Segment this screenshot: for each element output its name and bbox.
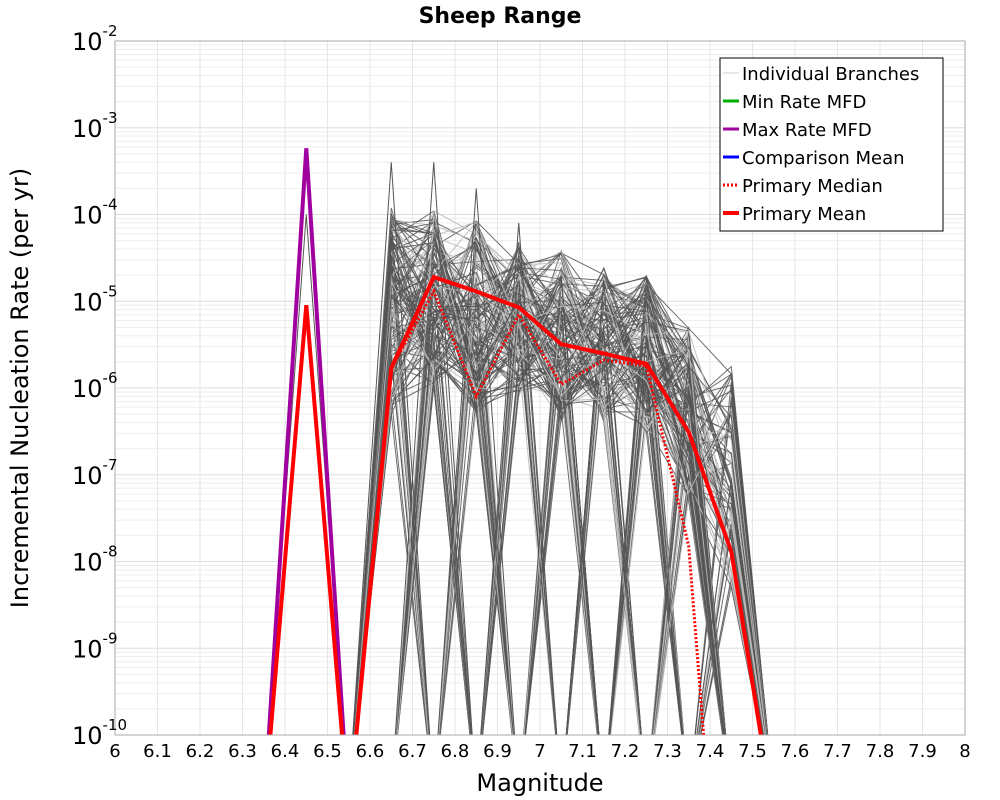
branch-line [396,299,768,735]
x-tick-label: 7.5 [738,741,767,762]
y-tick-label: 10-2 [72,22,118,56]
y-tick-label: 10-10 [72,716,127,750]
legend-label: Min Rate MFD [742,92,866,113]
legend-item: Primary Mean [723,204,866,225]
branch-line [352,222,725,735]
plot-frame [114,40,966,736]
individual-branches [267,162,769,735]
x-tick-label: 6.9 [483,741,512,762]
y-tick-label: 10-5 [72,282,118,316]
legend-item: Individual Branches [723,64,919,85]
legend-item: Min Rate MFD [723,92,866,113]
chart-title: Sheep Range [419,4,582,29]
y-tick-label: 10-6 [72,369,118,403]
series-max-rate-mfd [266,148,346,735]
branch-line [354,264,768,735]
branch-line [352,214,727,735]
legend-label: Individual Branches [742,64,919,85]
y-tick-label: 10-3 [72,109,118,143]
x-tick-label: 7.6 [781,741,810,762]
branch-line [352,236,726,735]
branch-line [352,246,768,735]
branch-line [437,188,516,735]
legend-label: Primary Median [742,176,883,197]
branch-line [353,261,684,735]
x-tick-label: 6.5 [313,741,342,762]
branch-line [354,236,766,735]
x-tick-label: 7.2 [611,741,640,762]
branch-line [352,218,769,735]
branch-line [352,227,763,735]
branch-line [352,230,726,735]
y-tick-label: 10-4 [72,196,118,230]
legend-item: Comparison Mean [723,148,905,169]
x-tick-label: 7.9 [908,741,937,762]
branch-line [395,236,726,735]
legend: Individual Branches Min Rate MFD Max Rate … [719,57,944,232]
x-tick-label: 6.3 [228,741,257,762]
branch-line [352,242,724,735]
x-tick-label: 6.8 [441,741,470,762]
x-tick-label: 7.1 [568,741,597,762]
branch-line [352,222,767,735]
series-layer [266,148,763,735]
branch-line [353,273,725,735]
series-primary-mean [268,274,763,735]
branch-line [354,221,768,735]
legend-box [719,57,944,232]
branch-line [394,162,473,735]
x-tick-label: 6.1 [143,741,172,762]
branch-line [353,236,768,735]
y-tick-label: 10-9 [72,629,118,663]
x-tick-label: 7.3 [653,741,682,762]
series-min-rate-mfd [268,305,344,735]
legend-label: Primary Mean [742,204,866,225]
x-tick-label: 8 [959,741,970,762]
y-tick-label: 10-8 [72,543,118,577]
branch-line [352,162,431,735]
legend-label: Max Rate MFD [742,120,872,141]
x-tick-label: 6.2 [186,741,215,762]
x-tick-label: 6.6 [356,741,385,762]
x-tick-label: 6 [109,741,120,762]
branch-line [395,214,726,735]
x-tick-label: 7.4 [696,741,725,762]
x-tick-label: 7.7 [823,741,852,762]
branch-line [480,222,558,735]
branch-line [395,271,684,735]
legend-item: Primary Median [723,176,883,197]
y-axis-label: Incremental Nucleation Rate (per yr) [6,168,34,608]
x-axis-label: Magnitude [476,769,603,797]
branch-line [353,256,766,735]
series-primary-median [354,287,706,735]
y-axis-ticks: 10-2 10-3 10-4 10-5 10-6 10-7 10-8 10-9 10-10 [72,22,127,750]
x-tick-label: 6.7 [398,741,427,762]
legend-item: Max Rate MFD [723,120,872,141]
legend-label: Comparison Mean [742,148,905,169]
x-tick-label: 6.4 [271,741,300,762]
x-tick-label: 7 [534,741,545,762]
x-axis-ticks: 6 6.1 6.2 6.3 6.4 6.5 6.6 6.7 6.8 6.9 7 7.1 7.2 7.3 7.… [109,741,970,762]
y-tick-label: 10-7 [72,456,118,490]
x-tick-label: 7.8 [866,741,895,762]
